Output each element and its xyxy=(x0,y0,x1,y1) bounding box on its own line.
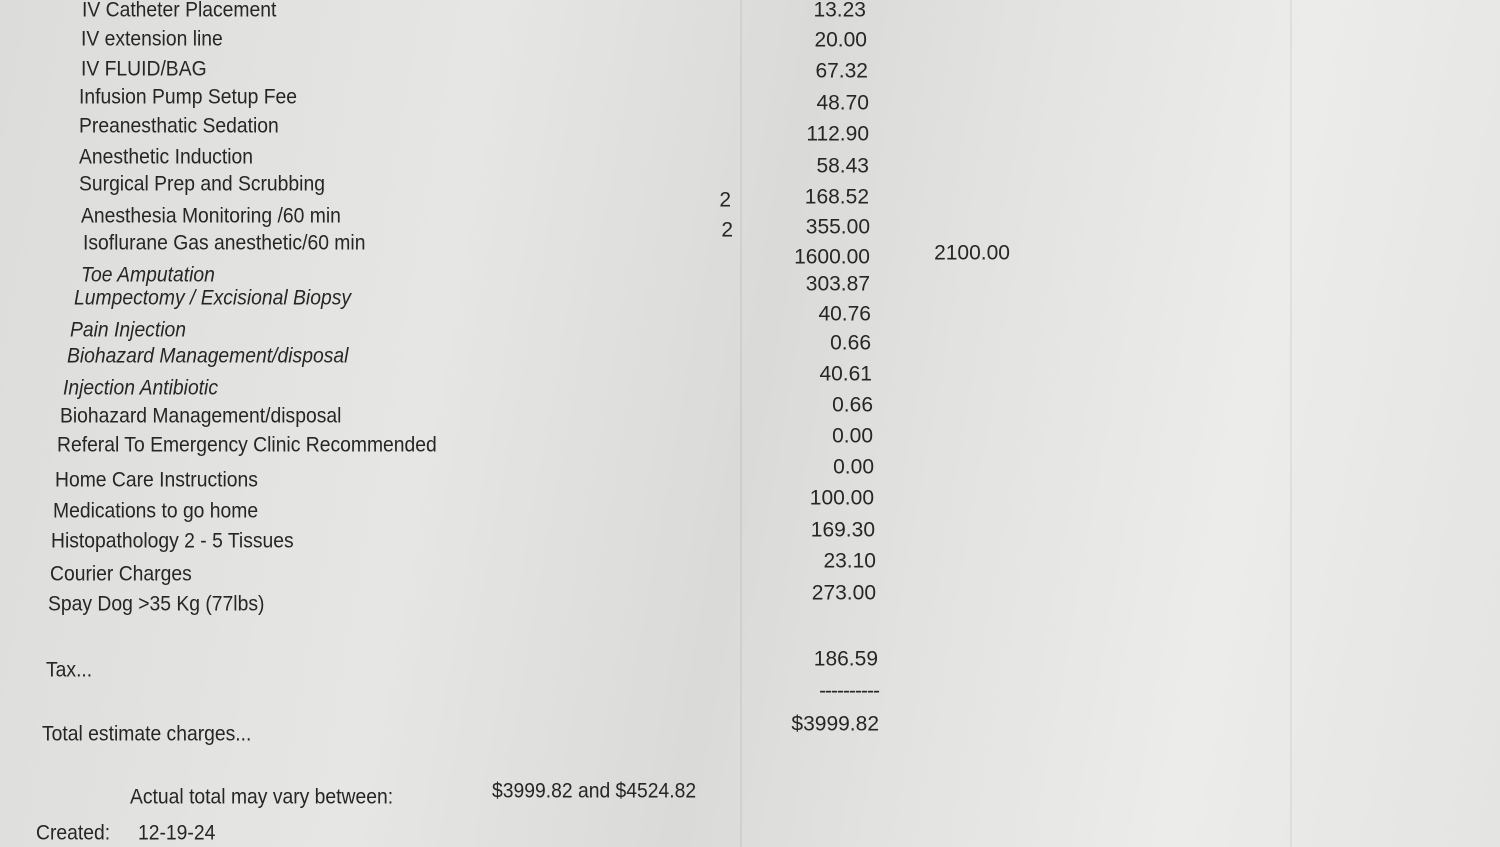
line-item-amount: 20.00 xyxy=(814,28,867,52)
line-item-label: Injection Antibiotic xyxy=(63,376,219,400)
line-item-label: Medications to go home xyxy=(53,499,259,523)
quantity: 2 xyxy=(719,188,731,212)
line-item-label: Biohazard Management/disposal xyxy=(60,404,342,428)
line-item-label: Anesthesia Monitoring /60 min xyxy=(81,204,341,228)
line-item-amount: 0.00 xyxy=(833,455,874,479)
line-item-label: Spay Dog >35 Kg (77lbs) xyxy=(48,592,265,616)
line-item-label: Histopathology 2 - 5 Tissues xyxy=(51,529,294,553)
line-item-label: Isoflurane Gas anesthetic/60 min xyxy=(83,231,366,255)
line-item-amount: 112.90 xyxy=(806,122,869,146)
paper-fold xyxy=(1290,0,1292,847)
line-item-amount: 0.00 xyxy=(832,424,873,448)
total-amount: $3999.82 xyxy=(791,712,879,736)
line-item-label: Anesthetic Induction xyxy=(79,145,253,169)
line-item-amount: 355.00 xyxy=(805,215,870,239)
line-item-label: Infusion Pump Setup Fee xyxy=(79,85,298,109)
line-item-amount: 1600.00 xyxy=(794,245,870,269)
line-item-label: Toe Amputation xyxy=(81,263,215,287)
line-item-amount: 169.30 xyxy=(810,518,875,542)
vary-label: Actual total may vary between: xyxy=(130,785,394,809)
range-high-amount: 2100.00 xyxy=(934,241,1010,265)
line-item-amount: 273.00 xyxy=(811,581,876,605)
line-item-label: Referal To Emergency Clinic Recommended xyxy=(57,433,437,457)
total-label: Total estimate charges... xyxy=(42,722,252,746)
line-item-amount: 100.00 xyxy=(809,486,874,510)
line-item-amount: 0.66 xyxy=(830,331,871,355)
created-date: 12-19-24 xyxy=(138,821,216,845)
line-item-amount: 0.66 xyxy=(832,393,873,417)
line-item-amount: 67.32 xyxy=(815,59,868,83)
quantity: 2 xyxy=(721,218,733,242)
line-item-label: Biohazard Management/disposal xyxy=(67,344,349,368)
line-item-label: IV Catheter Placement xyxy=(82,0,277,22)
line-item-label: Home Care Instructions xyxy=(55,468,258,492)
created-label: Created: xyxy=(36,821,111,845)
line-item-label: Courier Charges xyxy=(50,562,192,586)
line-item-amount: 48.70 xyxy=(816,91,869,115)
line-item-amount: 23.10 xyxy=(823,549,876,573)
line-item-label: Lumpectomy / Excisional Biopsy xyxy=(74,286,352,310)
line-item-amount: 303.87 xyxy=(805,272,870,296)
line-item-label: Pain Injection xyxy=(70,318,187,342)
paper-fold xyxy=(740,0,742,847)
line-item-amount: 168.52 xyxy=(804,185,869,209)
vary-range: $3999.82 and $4524.82 xyxy=(492,779,697,803)
separator: ---------- xyxy=(819,679,880,703)
tax-label: Tax... xyxy=(46,658,93,682)
tax-amount: 186.59 xyxy=(813,647,878,671)
line-item-label: Surgical Prep and Scrubbing xyxy=(79,172,325,196)
line-item-label: Preanesthatic Sedation xyxy=(79,114,279,138)
line-item-amount: 58.43 xyxy=(816,154,869,178)
line-item-amount: 40.61 xyxy=(819,362,872,386)
line-item-label: IV FLUID/BAG xyxy=(81,57,207,81)
line-item-amount: 13.23 xyxy=(813,0,866,22)
line-item-label: IV extension line xyxy=(81,27,223,51)
line-item-amount: 40.76 xyxy=(818,302,871,326)
